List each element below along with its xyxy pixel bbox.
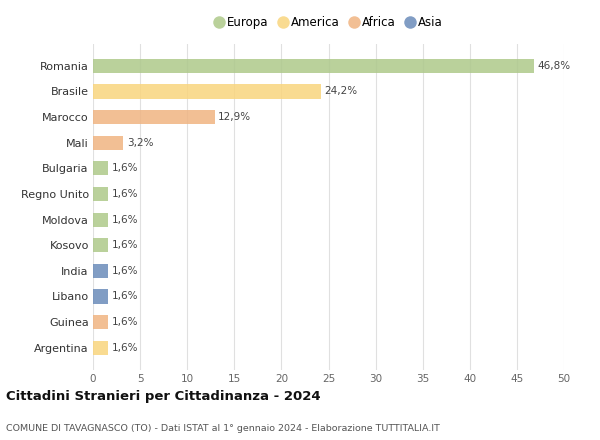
Text: 1,6%: 1,6% <box>112 266 139 276</box>
Bar <box>93 213 108 227</box>
Bar <box>93 136 123 150</box>
Text: COMUNE DI TAVAGNASCO (TO) - Dati ISTAT al 1° gennaio 2024 - Elaborazione TUTTITA: COMUNE DI TAVAGNASCO (TO) - Dati ISTAT a… <box>6 424 440 433</box>
Bar <box>93 110 215 124</box>
Text: Cittadini Stranieri per Cittadinanza - 2024: Cittadini Stranieri per Cittadinanza - 2… <box>6 390 320 403</box>
Bar <box>93 59 534 73</box>
Text: 1,6%: 1,6% <box>112 317 139 327</box>
Bar <box>93 315 108 329</box>
Bar <box>93 84 321 99</box>
Text: 1,6%: 1,6% <box>112 343 139 353</box>
Bar <box>93 187 108 201</box>
Text: 1,6%: 1,6% <box>112 189 139 199</box>
Text: 24,2%: 24,2% <box>325 87 358 96</box>
Text: 1,6%: 1,6% <box>112 215 139 224</box>
Text: 12,9%: 12,9% <box>218 112 251 122</box>
Text: 1,6%: 1,6% <box>112 291 139 301</box>
Text: 1,6%: 1,6% <box>112 240 139 250</box>
Bar <box>93 238 108 252</box>
Text: 1,6%: 1,6% <box>112 163 139 173</box>
Bar <box>93 341 108 355</box>
Text: 46,8%: 46,8% <box>538 61 571 71</box>
Bar <box>93 264 108 278</box>
Bar <box>93 161 108 176</box>
Bar <box>93 290 108 304</box>
Legend: Europa, America, Africa, Asia: Europa, America, Africa, Asia <box>212 14 445 32</box>
Text: 3,2%: 3,2% <box>127 138 154 148</box>
